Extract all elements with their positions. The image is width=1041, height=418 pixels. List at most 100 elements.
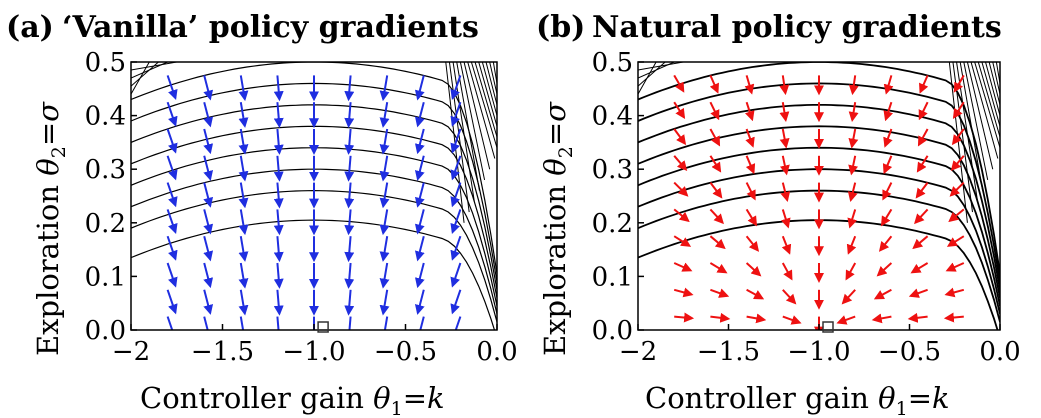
contour-line xyxy=(981,62,1000,127)
gradient-arrow xyxy=(379,155,390,182)
gradient-arrow xyxy=(238,128,249,155)
gradient-arrow xyxy=(203,128,214,155)
contour-line xyxy=(459,62,486,181)
y-tick-label: 0.3 xyxy=(85,155,126,185)
panel-b-title: Natural policy gradients xyxy=(592,10,1002,45)
panel-b-x-ticks: −2 −1.5 −1.0 −0.5 0.0 xyxy=(619,324,1021,367)
gradient-arrow xyxy=(848,75,859,96)
panel-b-ylabel: Exploration θ2=σ xyxy=(538,101,577,356)
x-tick-label: −2 xyxy=(619,337,657,367)
contour-line xyxy=(489,62,497,95)
contour-line xyxy=(131,62,177,71)
gradient-arrow xyxy=(673,181,689,197)
gradient-arrow xyxy=(779,75,790,96)
gradient-arrow xyxy=(450,262,462,288)
gradient-arrow xyxy=(953,74,965,93)
gradient-arrow xyxy=(344,155,355,182)
gradient-arrow xyxy=(745,262,762,277)
gradient-arrow xyxy=(673,287,694,298)
panel-a: (a) ‘Vanilla’ policy gradients 0.0 0.1 0.2… xyxy=(6,10,518,418)
gradient-arrow xyxy=(450,155,462,181)
gradient-arrow xyxy=(379,128,390,155)
contour-line xyxy=(638,62,684,71)
y-tick-label: 0.1 xyxy=(85,262,126,292)
gradient-arrow xyxy=(344,289,355,316)
gradient-arrow xyxy=(414,262,425,289)
gradient-arrow xyxy=(379,236,390,262)
gradient-arrow xyxy=(883,101,894,122)
x-tick-label: 0.0 xyxy=(979,337,1020,367)
gradient-arrow xyxy=(238,102,249,128)
gradient-arrow xyxy=(166,262,178,288)
gradient-arrow xyxy=(950,155,965,172)
gradient-arrow xyxy=(414,235,425,262)
contour-line xyxy=(966,62,994,170)
gradient-arrow xyxy=(780,182,791,203)
gradient-arrow xyxy=(845,262,857,281)
gradient-arrow xyxy=(273,262,284,289)
panel-b-xlabel: Controller gain θ1=k xyxy=(645,381,950,418)
gradient-arrow xyxy=(841,289,856,305)
gradient-arrow xyxy=(673,128,687,146)
panel-a-arrows xyxy=(166,75,462,330)
gradient-arrow xyxy=(673,262,693,272)
gradient-arrow xyxy=(348,316,352,330)
gradient-arrow xyxy=(203,209,214,235)
gradient-arrow xyxy=(450,75,462,100)
contour-line xyxy=(456,62,480,191)
gradient-arrow xyxy=(239,316,245,330)
gradient-arrow xyxy=(709,182,723,199)
gradient-arrow xyxy=(709,235,726,250)
gradient-arrow xyxy=(709,262,728,274)
x-tick-label: 0.0 xyxy=(476,337,517,367)
panel-b-tag: (b) xyxy=(536,10,585,45)
gradient-arrow xyxy=(166,289,178,315)
panel-a-xlabel: Controller gain θ1=k xyxy=(140,381,445,418)
gradient-arrow xyxy=(344,262,355,289)
panel-a-optimum-marker xyxy=(317,321,329,333)
gradient-arrow xyxy=(276,316,280,330)
gradient-arrow xyxy=(746,313,767,324)
gradient-arrow xyxy=(238,262,249,289)
gradient-arrow xyxy=(203,316,209,330)
gradient-arrow xyxy=(273,75,284,102)
x-tick-label: −0.5 xyxy=(878,337,941,367)
gradient-arrow xyxy=(166,101,178,127)
gradient-arrow xyxy=(709,128,721,147)
gradient-arrow xyxy=(273,155,284,182)
y-tick-label: 0.0 xyxy=(592,316,633,346)
gradient-arrow xyxy=(273,182,284,209)
contour-line xyxy=(963,62,989,181)
gradient-arrow xyxy=(873,288,892,300)
gradient-arrow xyxy=(883,128,893,148)
gradient-arrow xyxy=(273,289,284,316)
x-tick-label: −1.0 xyxy=(787,337,850,367)
gradient-arrow xyxy=(673,101,686,119)
y-tick-label: 0.4 xyxy=(592,102,633,132)
y-tick-label: 0.5 xyxy=(592,48,633,78)
panel-a-ylabel: Exploration θ2=σ xyxy=(31,101,70,356)
contour-line xyxy=(478,62,497,127)
gradient-arrow xyxy=(344,75,355,102)
contour-line xyxy=(977,62,1000,138)
gradient-arrow xyxy=(847,182,858,203)
gradient-arrow xyxy=(414,209,425,235)
gradient-arrow xyxy=(847,209,858,229)
contour-line xyxy=(481,62,497,116)
gradient-arrow xyxy=(946,235,965,247)
gradient-arrow xyxy=(907,312,928,323)
x-tick-label: −1.5 xyxy=(697,337,760,367)
gradient-arrow xyxy=(943,312,964,323)
x-tick-label: −1.0 xyxy=(282,337,345,367)
gradient-arrow xyxy=(166,182,178,208)
y-tick-label: 0.0 xyxy=(85,316,126,346)
contour-line xyxy=(985,62,1000,116)
contour-line xyxy=(448,62,470,213)
gradient-arrow xyxy=(744,75,755,95)
gradient-arrow xyxy=(450,209,462,234)
contour-line xyxy=(463,62,491,170)
gradient-arrow xyxy=(379,102,390,128)
gradient-arrow xyxy=(709,101,720,121)
contour-line xyxy=(638,125,1000,298)
panel-a-title: ‘Vanilla’ policy gradients xyxy=(62,10,479,45)
